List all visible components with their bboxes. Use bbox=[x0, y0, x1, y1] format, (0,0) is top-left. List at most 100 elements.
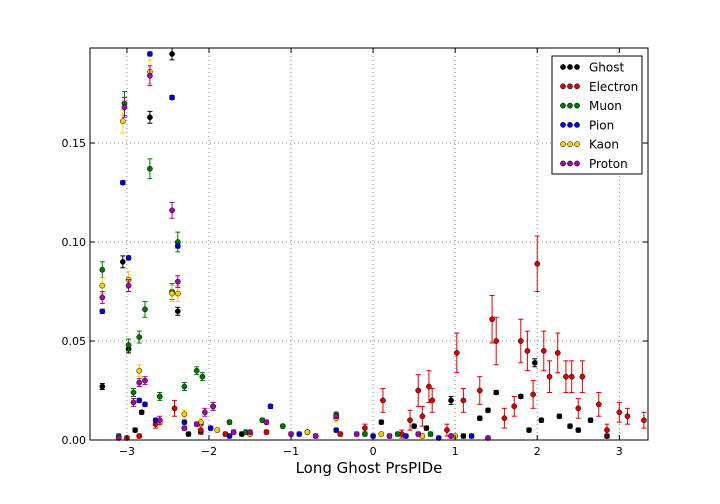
legend-label: Proton bbox=[589, 157, 628, 171]
data-point bbox=[130, 399, 137, 406]
data-point bbox=[267, 403, 274, 410]
data-point bbox=[174, 278, 181, 285]
data-point bbox=[121, 104, 128, 111]
legend-label: Ghost bbox=[589, 61, 624, 75]
data-point bbox=[125, 282, 132, 289]
data-point bbox=[435, 435, 442, 441]
data-point bbox=[130, 389, 137, 396]
data-point bbox=[125, 342, 132, 348]
data-point bbox=[142, 306, 148, 313]
data-point bbox=[99, 282, 106, 289]
data-point bbox=[333, 413, 340, 420]
data-point bbox=[624, 413, 631, 420]
data-point bbox=[136, 397, 143, 404]
data-point bbox=[174, 308, 181, 315]
data-point bbox=[411, 423, 417, 429]
data-point bbox=[263, 429, 270, 435]
data-point bbox=[476, 415, 483, 422]
data-point bbox=[448, 433, 454, 439]
data-point bbox=[185, 431, 192, 437]
data-point bbox=[333, 427, 340, 433]
data-point bbox=[526, 427, 532, 433]
legend-box bbox=[551, 55, 643, 175]
data-point bbox=[568, 373, 575, 380]
legend-marker bbox=[560, 141, 566, 148]
data-point bbox=[378, 419, 385, 426]
y-tick-label: 0.05 bbox=[62, 335, 87, 348]
legend-label: Muon bbox=[589, 99, 622, 113]
legend-marker bbox=[574, 64, 580, 70]
data-point bbox=[210, 403, 216, 410]
data-point bbox=[403, 433, 409, 439]
data-point bbox=[193, 421, 200, 428]
data-point bbox=[136, 334, 143, 340]
x-tick-label: −1 bbox=[283, 445, 299, 458]
y-tick-label: 0.10 bbox=[62, 236, 87, 249]
legend-label: Electron bbox=[589, 80, 638, 94]
x-tick-label: 2 bbox=[534, 445, 541, 458]
legend-marker bbox=[560, 102, 566, 109]
data-point bbox=[119, 258, 126, 265]
data-point bbox=[453, 350, 460, 356]
data-point bbox=[448, 397, 454, 404]
data-point bbox=[554, 350, 561, 356]
data-point bbox=[226, 433, 233, 439]
data-point bbox=[169, 51, 175, 57]
data-point bbox=[501, 415, 508, 422]
data-point bbox=[468, 433, 475, 439]
data-point bbox=[147, 51, 153, 57]
series-proton bbox=[99, 65, 491, 441]
data-point bbox=[546, 373, 553, 380]
data-point bbox=[181, 419, 188, 426]
data-point bbox=[427, 431, 434, 437]
data-point bbox=[174, 290, 181, 297]
data-point bbox=[147, 114, 153, 121]
plot-frame bbox=[89, 47, 649, 441]
legend-marker bbox=[567, 160, 573, 167]
data-point bbox=[115, 435, 122, 441]
data-point bbox=[263, 419, 270, 426]
data-point bbox=[136, 433, 143, 439]
legend-marker bbox=[560, 83, 566, 90]
series-ghost bbox=[99, 47, 610, 439]
data-point bbox=[489, 316, 495, 323]
data-point bbox=[181, 383, 188, 390]
data-point bbox=[362, 425, 368, 431]
data-point bbox=[169, 207, 175, 214]
data-point bbox=[119, 179, 126, 186]
data-point bbox=[226, 419, 233, 426]
data-point bbox=[147, 72, 153, 79]
legend-marker bbox=[574, 122, 580, 128]
axis-ticks: −3 −2 −1 0 1 2 3 0.00 0.05 0.10 0.15 bbox=[62, 48, 648, 458]
legend-marker bbox=[567, 83, 573, 90]
legend-marker bbox=[574, 102, 580, 109]
data-point bbox=[199, 373, 206, 380]
data-point bbox=[230, 429, 237, 435]
data-point bbox=[214, 427, 221, 433]
data-point bbox=[380, 397, 386, 404]
x-tick-label: −2 bbox=[201, 445, 217, 458]
data-point bbox=[426, 383, 432, 390]
legend-marker bbox=[560, 64, 566, 70]
legend-marker bbox=[560, 160, 566, 167]
data-point bbox=[378, 431, 385, 437]
data-point bbox=[517, 393, 524, 400]
data-point bbox=[563, 373, 569, 380]
data-point bbox=[540, 348, 547, 354]
data-point bbox=[169, 94, 175, 101]
data-point bbox=[415, 387, 422, 394]
data-point bbox=[524, 348, 531, 354]
data-point bbox=[511, 403, 518, 410]
data-point bbox=[587, 417, 594, 424]
data-point bbox=[575, 427, 582, 433]
data-point bbox=[156, 393, 163, 400]
x-tick-label: 0 bbox=[370, 445, 377, 458]
data-point bbox=[312, 433, 319, 439]
data-point bbox=[460, 433, 467, 439]
legend-marker bbox=[567, 141, 573, 148]
data-point bbox=[485, 435, 491, 441]
data-point bbox=[119, 118, 126, 125]
data-point bbox=[362, 431, 368, 437]
data-point bbox=[279, 423, 286, 429]
